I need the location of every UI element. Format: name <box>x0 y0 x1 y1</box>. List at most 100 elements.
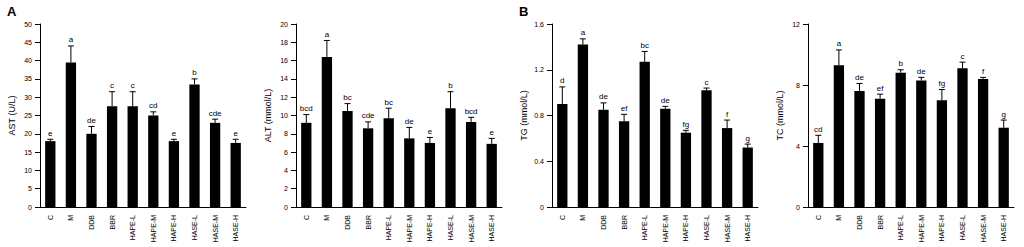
svg-text:M: M <box>323 215 330 221</box>
svg-text:B: B <box>519 4 528 19</box>
svg-text:bcd: bcd <box>465 107 478 116</box>
svg-text:e: e <box>48 129 53 138</box>
svg-text:C: C <box>303 215 310 220</box>
svg-text:15: 15 <box>24 149 32 156</box>
svg-text:HASE-H: HASE-H <box>744 215 751 241</box>
svg-text:HASE-M: HASE-M <box>468 215 475 242</box>
svg-text:C: C <box>815 215 822 220</box>
svg-text:14: 14 <box>280 75 288 82</box>
svg-text:A: A <box>7 4 17 19</box>
svg-text:0: 0 <box>284 204 288 211</box>
svg-text:e: e <box>233 129 238 138</box>
svg-text:e: e <box>428 127 433 136</box>
svg-text:TC (mmol/L): TC (mmol/L) <box>775 91 785 141</box>
svg-text:e: e <box>489 128 494 137</box>
svg-text:c: c <box>110 81 114 90</box>
svg-text:45: 45 <box>24 39 32 46</box>
svg-text:BBR: BBR <box>109 215 116 229</box>
svg-text:TG (mmol/L): TG (mmol/L) <box>519 90 529 141</box>
svg-text:1.6: 1.6 <box>534 21 544 28</box>
svg-text:fg: fg <box>939 79 946 88</box>
svg-text:12: 12 <box>280 94 288 101</box>
svg-text:20: 20 <box>24 130 32 137</box>
svg-text:0: 0 <box>28 204 32 211</box>
svg-text:0.8: 0.8 <box>534 112 544 119</box>
svg-text:HAPE-M: HAPE-M <box>150 215 157 242</box>
svg-text:b: b <box>898 59 903 68</box>
svg-text:18: 18 <box>280 39 288 46</box>
svg-text:HAPE-H: HAPE-H <box>170 215 177 241</box>
svg-text:20: 20 <box>280 21 288 28</box>
svg-text:35: 35 <box>24 75 32 82</box>
svg-text:cde: cde <box>362 111 375 120</box>
svg-text:e: e <box>172 129 177 138</box>
svg-text:HASE-M: HASE-M <box>724 215 731 242</box>
svg-text:HAPE-M: HAPE-M <box>662 215 669 242</box>
svg-text:de: de <box>661 96 670 105</box>
svg-text:c: c <box>705 78 709 87</box>
svg-text:HAPE-L: HAPE-L <box>385 215 392 240</box>
svg-text:cd: cd <box>149 101 157 110</box>
svg-text:C: C <box>47 215 54 220</box>
svg-text:bc: bc <box>384 98 392 107</box>
svg-text:de: de <box>405 117 414 126</box>
svg-text:12: 12 <box>792 21 800 28</box>
svg-text:HAPE-L: HAPE-L <box>129 215 136 240</box>
svg-text:bc: bc <box>343 93 351 102</box>
svg-text:30: 30 <box>24 94 32 101</box>
svg-text:M: M <box>67 215 74 221</box>
svg-text:ef: ef <box>877 84 884 93</box>
svg-text:f: f <box>726 110 729 119</box>
svg-text:ef: ef <box>621 104 628 113</box>
svg-text:d: d <box>560 76 564 85</box>
svg-text:HASE-M: HASE-M <box>212 215 219 242</box>
svg-text:HAPE-H: HAPE-H <box>938 215 945 241</box>
svg-text:50: 50 <box>24 21 32 28</box>
svg-text:HASE-L: HASE-L <box>447 215 454 240</box>
svg-text:HAPE-H: HAPE-H <box>682 215 689 241</box>
svg-text:b: b <box>192 68 197 77</box>
svg-text:4: 4 <box>284 167 288 174</box>
svg-text:de: de <box>917 67 926 76</box>
svg-text:fg: fg <box>683 120 690 129</box>
svg-text:g: g <box>745 134 749 143</box>
svg-text:0: 0 <box>796 204 800 211</box>
svg-text:BBR: BBR <box>365 215 372 229</box>
svg-text:5: 5 <box>28 185 32 192</box>
svg-text:4: 4 <box>796 143 800 150</box>
svg-text:HASE-L: HASE-L <box>191 215 198 240</box>
svg-text:f: f <box>982 67 985 76</box>
svg-text:8: 8 <box>284 130 288 137</box>
svg-text:HASE-L: HASE-L <box>703 215 710 240</box>
svg-text:1.2: 1.2 <box>534 66 544 73</box>
svg-text:HAPE-M: HAPE-M <box>406 215 413 242</box>
svg-text:M: M <box>579 215 586 221</box>
svg-text:a: a <box>69 35 74 44</box>
svg-text:BBR: BBR <box>621 215 628 229</box>
svg-text:10: 10 <box>280 112 288 119</box>
svg-text:0.4: 0.4 <box>534 158 544 165</box>
svg-text:8: 8 <box>796 82 800 89</box>
svg-text:HASE-H: HASE-H <box>488 215 495 241</box>
svg-text:b: b <box>448 81 453 90</box>
svg-text:a: a <box>325 30 330 39</box>
svg-text:16: 16 <box>280 57 288 64</box>
svg-text:M: M <box>835 215 842 221</box>
svg-text:a: a <box>581 28 586 37</box>
svg-text:c: c <box>131 81 135 90</box>
svg-text:HASE-H: HASE-H <box>1000 215 1007 241</box>
svg-text:HAPE-L: HAPE-L <box>897 215 904 240</box>
svg-text:cd: cd <box>814 125 822 134</box>
svg-text:de: de <box>855 73 864 82</box>
svg-text:40: 40 <box>24 57 32 64</box>
svg-text:cde: cde <box>209 109 222 118</box>
svg-text:de: de <box>599 92 608 101</box>
svg-text:HASE-M: HASE-M <box>980 215 987 242</box>
svg-text:0: 0 <box>540 204 544 211</box>
svg-text:de: de <box>87 116 96 125</box>
svg-text:g: g <box>1001 110 1005 119</box>
svg-text:bc: bc <box>640 41 648 50</box>
svg-text:bcd: bcd <box>300 104 313 113</box>
svg-text:HASE-L: HASE-L <box>959 215 966 240</box>
svg-text:HAPE-M: HAPE-M <box>918 215 925 242</box>
